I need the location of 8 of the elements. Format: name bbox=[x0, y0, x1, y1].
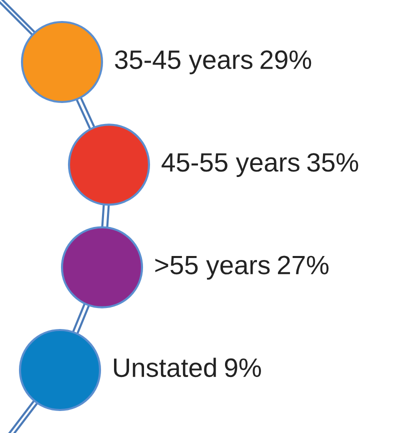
data-label: 9% bbox=[224, 358, 261, 378]
category-label: 35-45 years bbox=[115, 50, 252, 74]
category-label: >55 years bbox=[155, 256, 270, 280]
data-label: 27% bbox=[278, 256, 329, 274]
data-label: 35% bbox=[307, 153, 358, 172]
category-label: 45-55 years bbox=[162, 153, 300, 177]
category-label: Unstated bbox=[114, 358, 216, 378]
data-label: 29% bbox=[260, 50, 312, 70]
